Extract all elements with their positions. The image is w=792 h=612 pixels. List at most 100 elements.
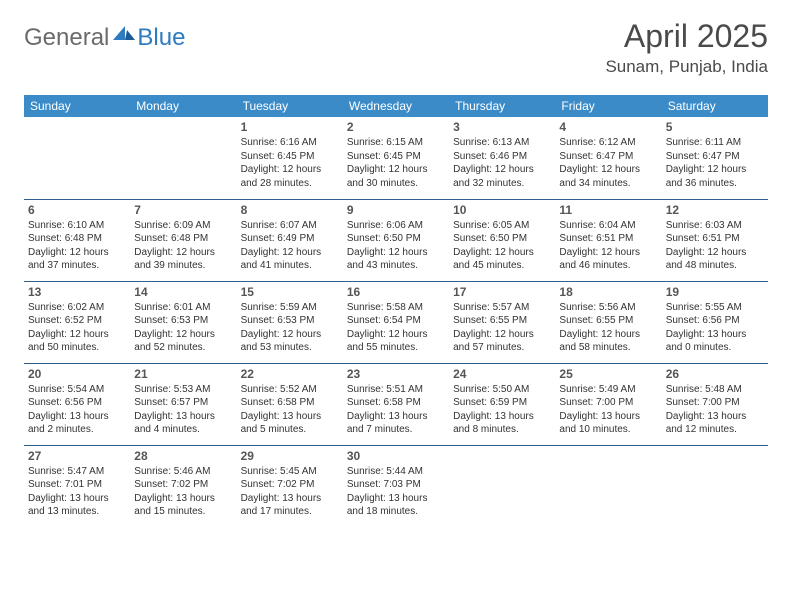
day-details: Sunrise: 5:50 AMSunset: 6:59 PMDaylight:… xyxy=(453,383,551,437)
daylight-text: Daylight: 13 hours and 5 minutes. xyxy=(241,410,339,437)
sunrise-text: Sunrise: 5:57 AM xyxy=(453,301,551,315)
calendar-day-cell: 23Sunrise: 5:51 AMSunset: 6:58 PMDayligh… xyxy=(343,363,449,445)
sunrise-text: Sunrise: 5:44 AM xyxy=(347,465,445,479)
calendar-day-cell xyxy=(662,445,768,527)
day-number: 14 xyxy=(134,285,232,299)
sunrise-text: Sunrise: 5:53 AM xyxy=(134,383,232,397)
day-number: 18 xyxy=(559,285,657,299)
daylight-text: Daylight: 13 hours and 12 minutes. xyxy=(666,410,764,437)
sunset-text: Sunset: 7:00 PM xyxy=(666,396,764,410)
sunset-text: Sunset: 6:48 PM xyxy=(134,232,232,246)
calendar-day-cell: 18Sunrise: 5:56 AMSunset: 6:55 PMDayligh… xyxy=(555,281,661,363)
sunset-text: Sunset: 6:46 PM xyxy=(453,150,551,164)
sunset-text: Sunset: 7:02 PM xyxy=(241,478,339,492)
daylight-text: Daylight: 12 hours and 48 minutes. xyxy=(666,246,764,273)
day-details: Sunrise: 5:48 AMSunset: 7:00 PMDaylight:… xyxy=(666,383,764,437)
sunset-text: Sunset: 7:03 PM xyxy=(347,478,445,492)
day-number: 9 xyxy=(347,203,445,217)
sunset-text: Sunset: 6:53 PM xyxy=(241,314,339,328)
day-number: 21 xyxy=(134,367,232,381)
sunset-text: Sunset: 6:50 PM xyxy=(453,232,551,246)
daylight-text: Daylight: 12 hours and 50 minutes. xyxy=(28,328,126,355)
daylight-text: Daylight: 12 hours and 46 minutes. xyxy=(559,246,657,273)
calendar-day-cell: 28Sunrise: 5:46 AMSunset: 7:02 PMDayligh… xyxy=(130,445,236,527)
day-details: Sunrise: 6:04 AMSunset: 6:51 PMDaylight:… xyxy=(559,219,657,273)
daylight-text: Daylight: 13 hours and 4 minutes. xyxy=(134,410,232,437)
sunset-text: Sunset: 6:50 PM xyxy=(347,232,445,246)
calendar-day-cell: 5 Sunrise: 6:11 AMSunset: 6:47 PMDaylight… xyxy=(662,117,768,199)
day-number: 20 xyxy=(28,367,126,381)
calendar-table: Sunday Monday Tuesday Wednesday Thursday… xyxy=(24,95,768,527)
daylight-text: Daylight: 13 hours and 2 minutes. xyxy=(28,410,126,437)
calendar-page: General Blue April 2025 Sunam, Punjab, I… xyxy=(0,0,792,545)
sunset-text: Sunset: 6:49 PM xyxy=(241,232,339,246)
day-number: 3 xyxy=(453,120,551,134)
daylight-text: Daylight: 13 hours and 13 minutes. xyxy=(28,492,126,519)
day-details: Sunrise: 6:10 AMSunset: 6:48 PMDaylight:… xyxy=(28,219,126,273)
day-details: Sunrise: 6:01 AMSunset: 6:53 PMDaylight:… xyxy=(134,301,232,355)
weekday-header: Thursday xyxy=(449,95,555,117)
day-number: 29 xyxy=(241,449,339,463)
day-details: Sunrise: 5:58 AMSunset: 6:54 PMDaylight:… xyxy=(347,301,445,355)
day-details: Sunrise: 6:07 AMSunset: 6:49 PMDaylight:… xyxy=(241,219,339,273)
day-details: Sunrise: 5:59 AMSunset: 6:53 PMDaylight:… xyxy=(241,301,339,355)
calendar-day-cell xyxy=(449,445,555,527)
page-header: General Blue April 2025 Sunam, Punjab, I… xyxy=(24,18,768,77)
sunset-text: Sunset: 6:55 PM xyxy=(453,314,551,328)
day-number: 16 xyxy=(347,285,445,299)
day-number: 19 xyxy=(666,285,764,299)
sunset-text: Sunset: 6:57 PM xyxy=(134,396,232,410)
daylight-text: Daylight: 13 hours and 8 minutes. xyxy=(453,410,551,437)
calendar-day-cell: 21 Sunrise: 5:53 AMSunset: 6:57 PMDayligh… xyxy=(130,363,236,445)
title-block: April 2025 Sunam, Punjab, India xyxy=(605,18,768,77)
sunrise-text: Sunrise: 5:46 AM xyxy=(134,465,232,479)
daylight-text: Daylight: 12 hours and 52 minutes. xyxy=(134,328,232,355)
calendar-day-cell: 13Sunrise: 6:02 AMSunset: 6:52 PMDayligh… xyxy=(24,281,130,363)
daylight-text: Daylight: 12 hours and 58 minutes. xyxy=(559,328,657,355)
sunset-text: Sunset: 7:00 PM xyxy=(559,396,657,410)
month-title: April 2025 xyxy=(605,18,768,55)
weekday-header: Friday xyxy=(555,95,661,117)
calendar-day-cell: 20Sunrise: 5:54 AMSunset: 6:56 PMDayligh… xyxy=(24,363,130,445)
day-details: Sunrise: 6:12 AMSunset: 6:47 PMDaylight:… xyxy=(559,136,657,190)
sunset-text: Sunset: 6:48 PM xyxy=(28,232,126,246)
sunset-text: Sunset: 6:45 PM xyxy=(241,150,339,164)
calendar-day-cell: 9 Sunrise: 6:06 AMSunset: 6:50 PMDaylight… xyxy=(343,199,449,281)
calendar-day-cell: 7Sunrise: 6:09 AMSunset: 6:48 PMDaylight… xyxy=(130,199,236,281)
calendar-day-cell: 16 Sunrise: 5:58 AMSunset: 6:54 PMDayligh… xyxy=(343,281,449,363)
daylight-text: Daylight: 13 hours and 7 minutes. xyxy=(347,410,445,437)
sunrise-text: Sunrise: 6:16 AM xyxy=(241,136,339,150)
calendar-week-row: 6Sunrise: 6:10 AMSunset: 6:48 PMDaylight… xyxy=(24,199,768,281)
calendar-day-cell xyxy=(130,117,236,199)
day-details: Sunrise: 6:11 AMSunset: 6:47 PMDaylight:… xyxy=(666,136,764,190)
calendar-day-cell xyxy=(24,117,130,199)
daylight-text: Daylight: 13 hours and 0 minutes. xyxy=(666,328,764,355)
sunrise-text: Sunrise: 6:10 AM xyxy=(28,219,126,233)
day-number: 5 xyxy=(666,120,764,134)
daylight-text: Daylight: 12 hours and 53 minutes. xyxy=(241,328,339,355)
sunset-text: Sunset: 6:47 PM xyxy=(559,150,657,164)
daylight-text: Daylight: 12 hours and 36 minutes. xyxy=(666,163,764,190)
sunrise-text: Sunrise: 6:09 AM xyxy=(134,219,232,233)
calendar-day-cell: 2Sunrise: 6:15 AMSunset: 6:45 PMDaylight… xyxy=(343,117,449,199)
day-number: 22 xyxy=(241,367,339,381)
calendar-day-cell: 3Sunrise: 6:13 AMSunset: 6:46 PMDaylight… xyxy=(449,117,555,199)
calendar-day-cell: 27Sunrise: 5:47 AMSunset: 7:01 PMDayligh… xyxy=(24,445,130,527)
sunrise-text: Sunrise: 6:06 AM xyxy=(347,219,445,233)
day-number: 6 xyxy=(28,203,126,217)
day-number: 8 xyxy=(241,203,339,217)
calendar-day-cell: 22Sunrise: 5:52 AMSunset: 6:58 PMDayligh… xyxy=(237,363,343,445)
sunset-text: Sunset: 6:58 PM xyxy=(241,396,339,410)
calendar-day-cell: 25Sunrise: 5:49 AMSunset: 7:00 PMDayligh… xyxy=(555,363,661,445)
weekday-header-row: Sunday Monday Tuesday Wednesday Thursday… xyxy=(24,95,768,117)
sunrise-text: Sunrise: 5:50 AM xyxy=(453,383,551,397)
calendar-day-cell: 15Sunrise: 5:59 AMSunset: 6:53 PMDayligh… xyxy=(237,281,343,363)
calendar-day-cell: 6 Sunrise: 6:10 AMSunset: 6:48 PMDaylight… xyxy=(24,199,130,281)
sunset-text: Sunset: 6:45 PM xyxy=(347,150,445,164)
daylight-text: Daylight: 12 hours and 55 minutes. xyxy=(347,328,445,355)
day-details: Sunrise: 6:06 AMSunset: 6:50 PMDaylight:… xyxy=(347,219,445,273)
daylight-text: Daylight: 12 hours and 39 minutes. xyxy=(134,246,232,273)
sunset-text: Sunset: 7:01 PM xyxy=(28,478,126,492)
calendar-day-cell: 11Sunrise: 6:04 AMSunset: 6:51 PMDayligh… xyxy=(555,199,661,281)
daylight-text: Daylight: 12 hours and 34 minutes. xyxy=(559,163,657,190)
